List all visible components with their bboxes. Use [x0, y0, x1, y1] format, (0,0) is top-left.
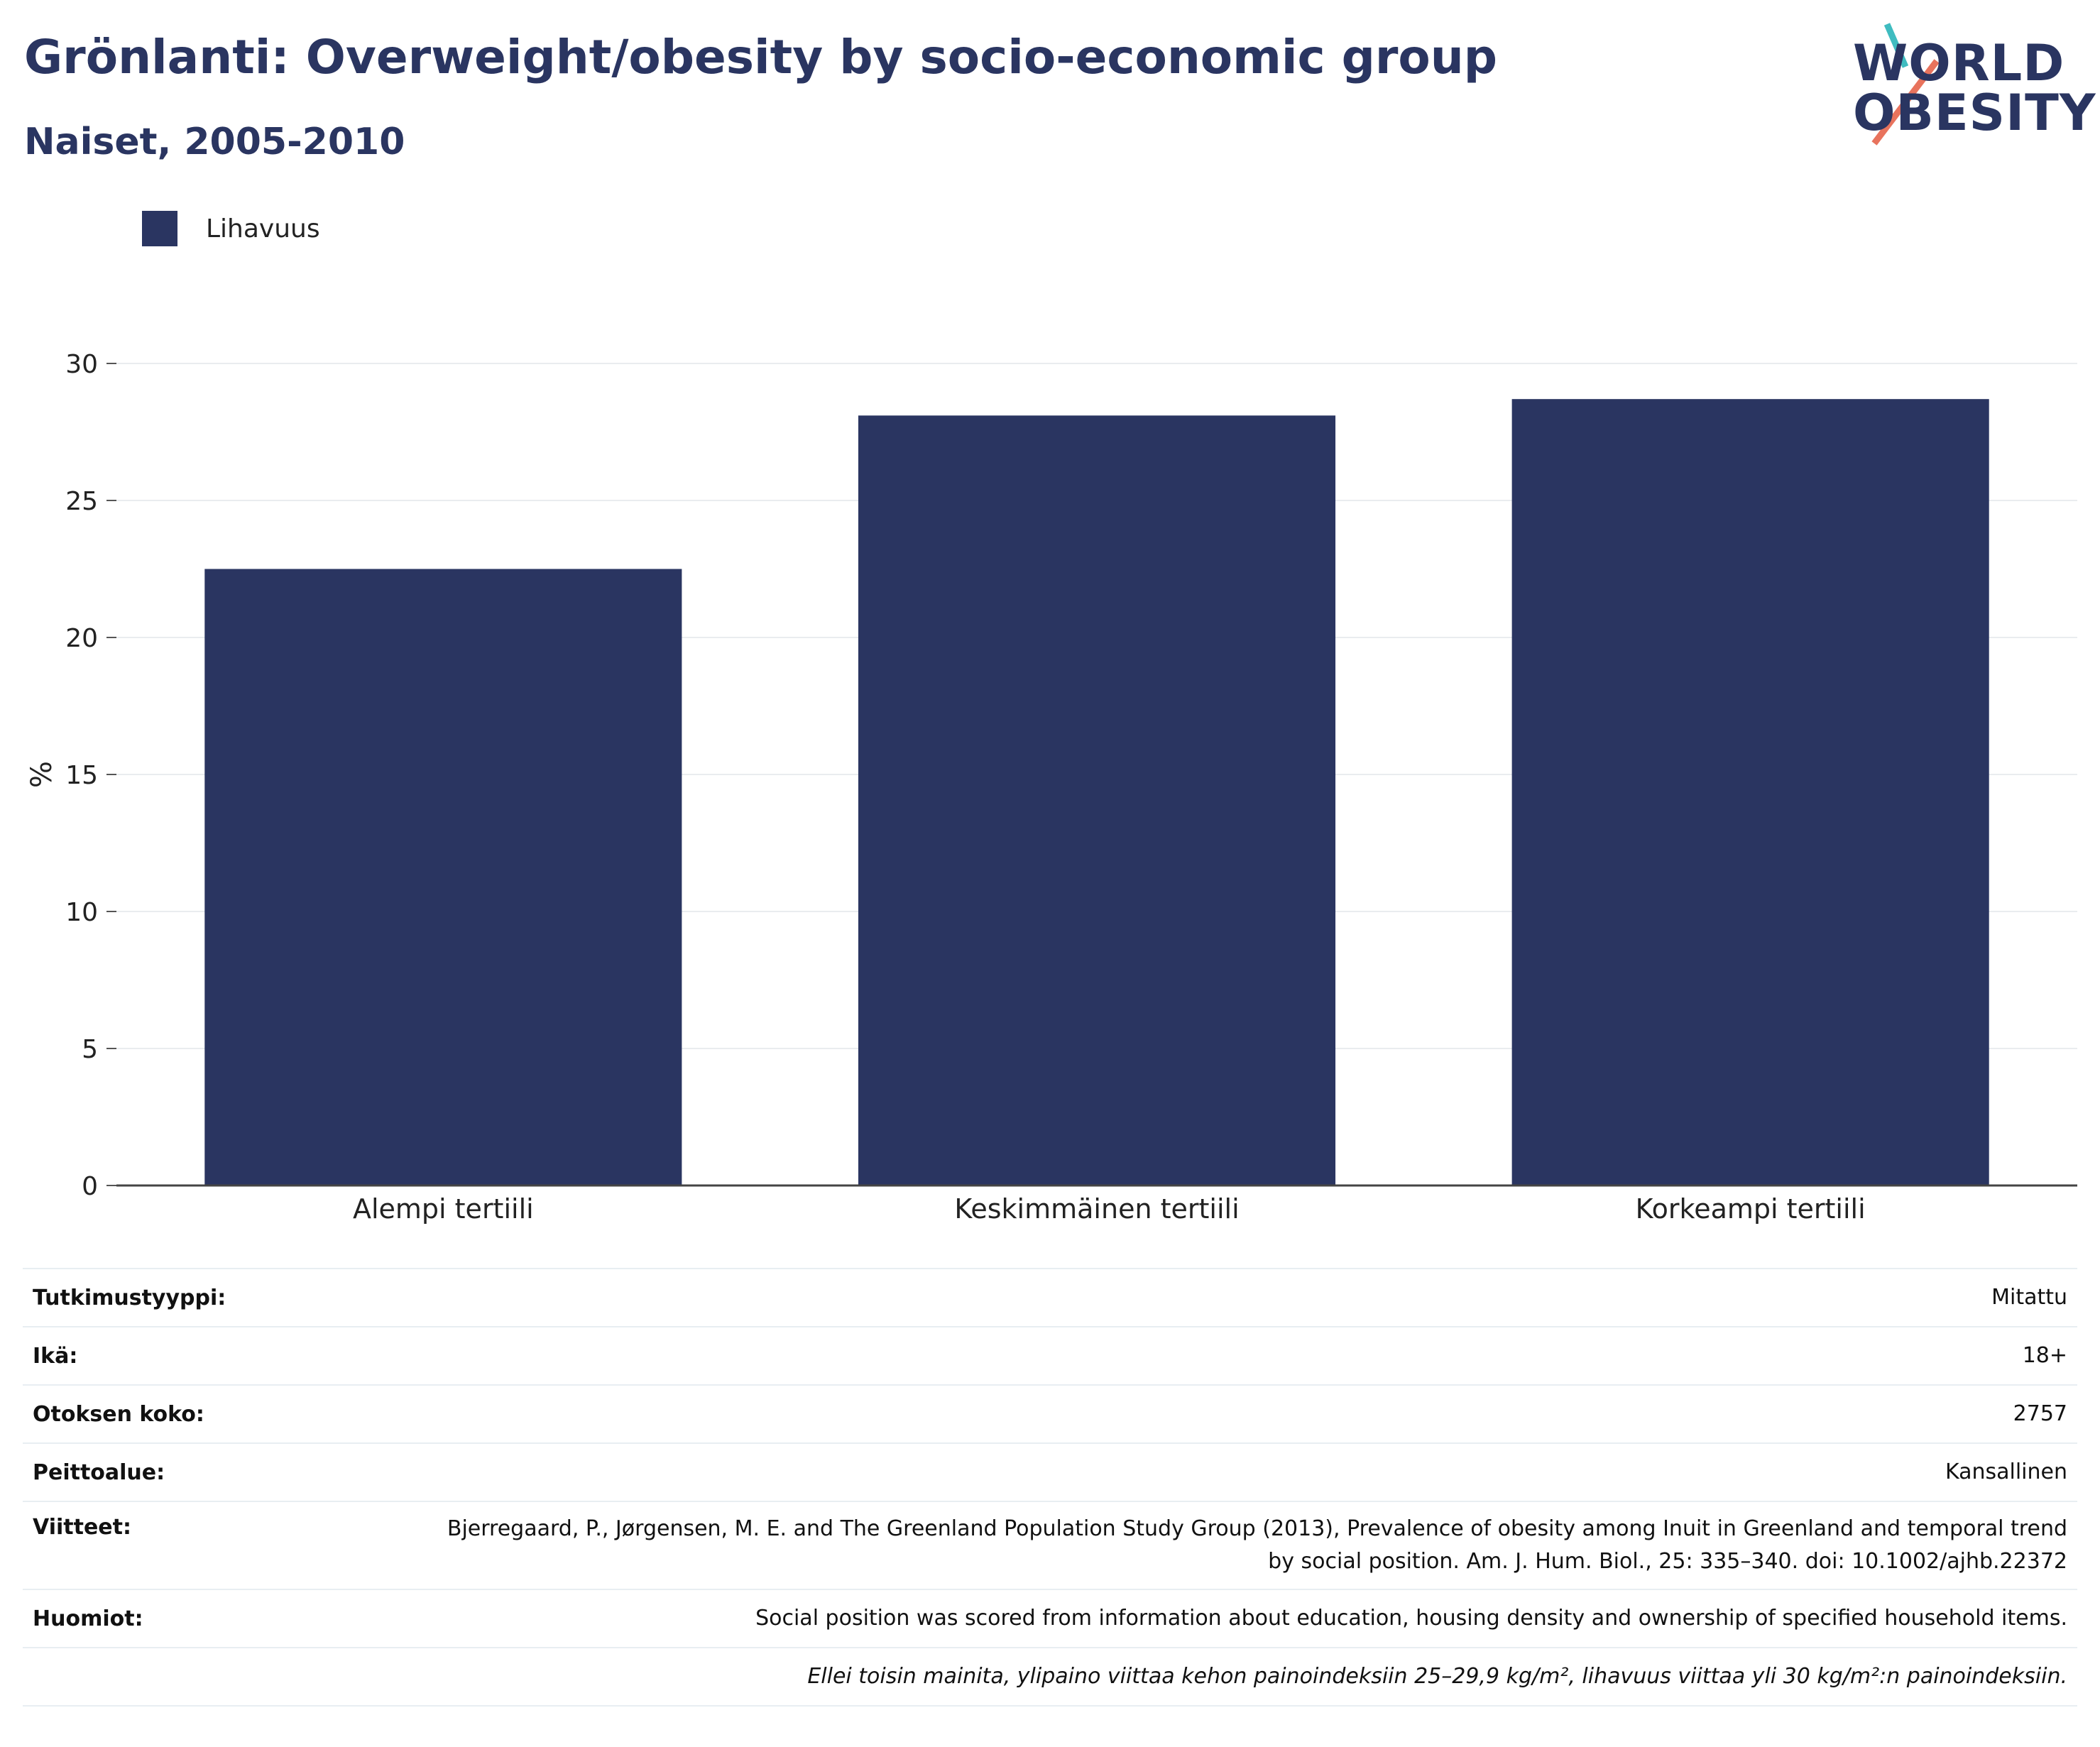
- info-label: Huomiot:: [23, 1589, 431, 1648]
- chart-subtitle: Naiset, 2005-2010: [24, 121, 405, 163]
- bars: [204, 399, 1989, 1186]
- x-tick-label: Korkeampi tertiili: [1636, 1193, 1866, 1225]
- info-label: Otoksen koko:: [23, 1384, 431, 1443]
- legend-label: Lihavuus: [206, 214, 320, 243]
- legend-swatch: [142, 211, 177, 246]
- y-tick-label: 20: [65, 624, 98, 653]
- logo-text-world: WORLD: [1853, 34, 2065, 92]
- info-value: 2757: [431, 1384, 2077, 1443]
- world-obesity-logo: WORLD OBESITY: [1853, 17, 2096, 152]
- x-tick-label: Keskimmäinen tertiili: [954, 1193, 1239, 1225]
- chart-title: Grönlanti: Overweight/obesity by socio-e…: [24, 30, 1498, 84]
- y-tick-label: 15: [65, 761, 98, 790]
- legend: Lihavuus: [142, 210, 320, 247]
- x-tick-label: Alempi tertiili: [353, 1193, 534, 1225]
- y-axis-label: %: [26, 761, 58, 788]
- info-label: Peittoalue:: [23, 1442, 431, 1501]
- info-label: Tutkimustyyppi:: [23, 1268, 431, 1327]
- logo-text-obesity: OBESITY: [1853, 84, 2096, 142]
- logo-slash-icon: [1871, 23, 1940, 146]
- y-tick-label: 30: [65, 350, 98, 379]
- info-row: Otoksen koko: 2757: [23, 1384, 2077, 1443]
- bar: [1511, 399, 1989, 1186]
- y-tick-label: 10: [65, 898, 98, 927]
- axes: 0 5 10 15 20 25 30 Alempi tertiili Keskimmäinen …: [26, 350, 2077, 1225]
- info-row: Peittoalue: Kansallinen: [23, 1442, 2077, 1501]
- info-row: Ikä: 18+: [23, 1326, 2077, 1385]
- info-row: Viitteet: Bjerregaard, P., Jørgensen, M. …: [23, 1501, 2077, 1589]
- study-info-table: Tutkimustyyppi: Mitattu Ikä: 18+ Otoksen kok…: [23, 1268, 2077, 1707]
- y-tick-label: 25: [65, 487, 98, 516]
- info-value: Bjerregaard, P., Jørgensen, M. E. and Th…: [431, 1501, 2077, 1589]
- footnote: Ellei toisin mainita, ylipaino viittaa k…: [23, 1647, 2077, 1707]
- info-footnote-row: Ellei toisin mainita, ylipaino viittaa k…: [23, 1647, 2077, 1707]
- info-value: Mitattu: [431, 1268, 2077, 1327]
- info-row: Huomiot: Social position was scored from …: [23, 1589, 2077, 1648]
- info-row: Tutkimustyyppi: Mitattu: [23, 1268, 2077, 1327]
- info-value: 18+: [431, 1326, 2077, 1385]
- bar: [858, 415, 1336, 1185]
- bar-chart: 0 5 10 15 20 25 30 Alempi tertiili Keskimmäinen …: [26, 350, 2077, 1225]
- bar: [204, 569, 682, 1185]
- info-value: Social position was scored from informat…: [431, 1589, 2077, 1648]
- y-tick-label: 5: [82, 1035, 98, 1064]
- info-label: Ikä:: [23, 1326, 431, 1385]
- y-tick-label: 0: [82, 1172, 98, 1201]
- info-label: Viitteet:: [23, 1501, 431, 1589]
- info-value: Kansallinen: [431, 1442, 2077, 1501]
